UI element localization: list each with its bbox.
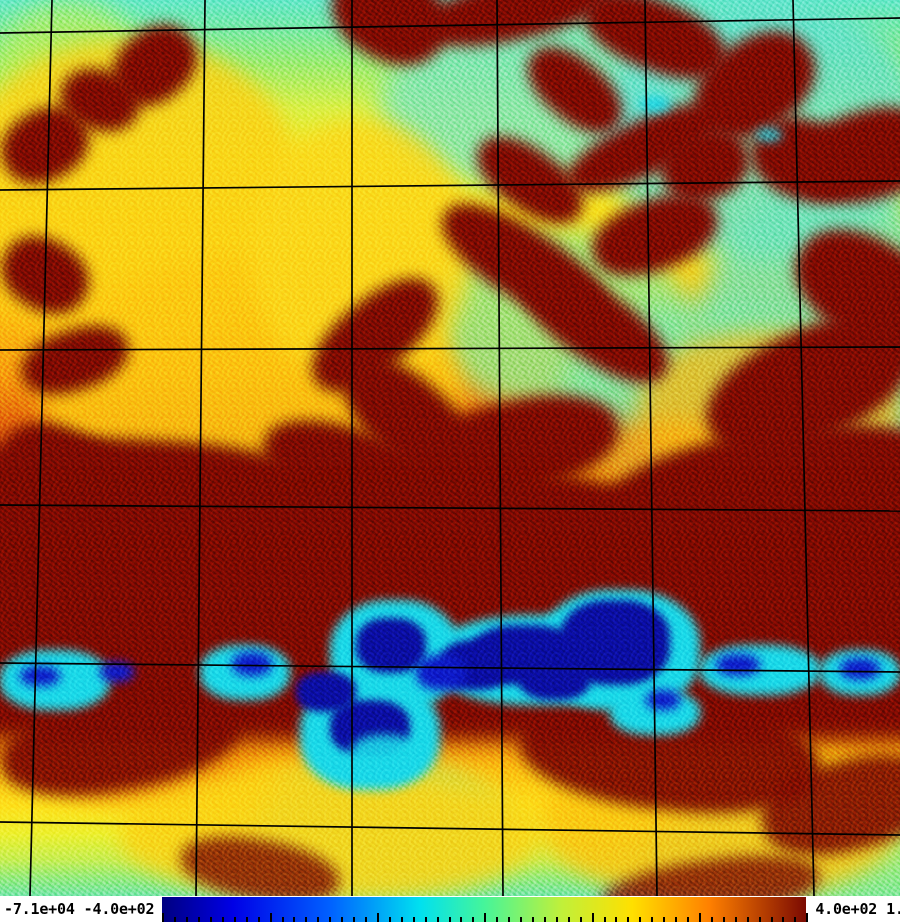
- colorbar-minor-tick: [687, 917, 690, 922]
- colorbar-minor-tick: [198, 917, 201, 922]
- colorbar-minor-tick: [245, 917, 248, 922]
- colorbar-minor-tick: [746, 917, 749, 922]
- colorbar-major-tick: [162, 913, 165, 922]
- colorbar-minor-tick: [436, 917, 439, 922]
- colorbar-minor-tick: [472, 917, 475, 922]
- colorbar-minor-tick: [233, 917, 236, 922]
- colorbar-minor-tick: [603, 917, 606, 922]
- colorbar-major-tick: [698, 913, 701, 922]
- colorbar-minor-tick: [639, 917, 642, 922]
- colorbar-minor-tick: [174, 917, 177, 922]
- colorbar-ticks: [162, 913, 809, 922]
- colorbar-minor-tick: [543, 917, 546, 922]
- map-noise-texture: [0, 0, 900, 896]
- colorbar-minor-tick: [365, 917, 368, 922]
- colorbar-minor-tick: [758, 917, 761, 922]
- colorbar-minor-tick: [710, 917, 713, 922]
- colorbar-minor-tick: [567, 917, 570, 922]
- colorbar-minor-tick: [341, 917, 344, 922]
- colorbar-major-tick: [269, 913, 272, 922]
- colorbar-minor-tick: [651, 917, 654, 922]
- colorbar[interactable]: [162, 897, 809, 922]
- colorbar-minor-tick: [508, 917, 511, 922]
- colorbar-high-label: 4.0e+02: [815, 900, 878, 918]
- colorbar-minor-tick: [615, 917, 618, 922]
- colorbar-minor-tick: [579, 917, 582, 922]
- colorbar-minor-tick: [412, 917, 415, 922]
- colorbar-minor-tick: [281, 917, 284, 922]
- colorbar-minor-tick: [794, 917, 797, 922]
- colorbar-minor-tick: [555, 917, 558, 922]
- colorbar-major-tick: [591, 913, 594, 922]
- colorbar-minor-tick: [353, 917, 356, 922]
- colorbar-major-tick: [376, 913, 379, 922]
- colorbar-minor-tick: [388, 917, 391, 922]
- colorbar-minor-tick: [675, 917, 678, 922]
- colorbar-minor-tick: [782, 917, 785, 922]
- colorbar-minor-tick: [305, 917, 308, 922]
- colorbar-minor-tick: [627, 917, 630, 922]
- colorbar-max-label: 1.7e+04: [886, 900, 900, 918]
- colorbar-minor-tick: [520, 917, 523, 922]
- colorbar-major-tick: [484, 913, 487, 922]
- colorbar-minor-tick: [532, 917, 535, 922]
- colorbar-minor-tick: [460, 917, 463, 922]
- colorbar-minor-tick: [317, 917, 320, 922]
- colorbar-major-tick: [806, 913, 809, 922]
- colorbar-minor-tick: [722, 917, 725, 922]
- colorbar-minor-tick: [186, 917, 189, 922]
- colorbar-minor-tick: [770, 917, 773, 922]
- colorbar-low-label: -4.0e+02: [83, 900, 155, 918]
- sky-map-canvas[interactable]: [0, 0, 900, 896]
- colorbar-minor-tick: [734, 917, 737, 922]
- colorbar-minor-tick: [448, 917, 451, 922]
- colorbar-minor-tick: [257, 917, 260, 922]
- map-pixel-texture: [0, 0, 900, 896]
- colorbar-min-label: -7.1e+04: [4, 900, 75, 918]
- colorbar-minor-tick: [293, 917, 296, 922]
- colorbar-minor-tick: [496, 917, 499, 922]
- colorbar-minor-tick: [210, 917, 213, 922]
- colorbar-minor-tick: [329, 917, 332, 922]
- colorbar-minor-tick: [424, 917, 427, 922]
- colorbar-row: -7.1e+04 -4.0e+02 4.0e+02 1.7e+04: [0, 896, 900, 923]
- colorbar-minor-tick: [663, 917, 666, 922]
- colorbar-minor-tick: [221, 917, 224, 922]
- colorbar-minor-tick: [400, 917, 403, 922]
